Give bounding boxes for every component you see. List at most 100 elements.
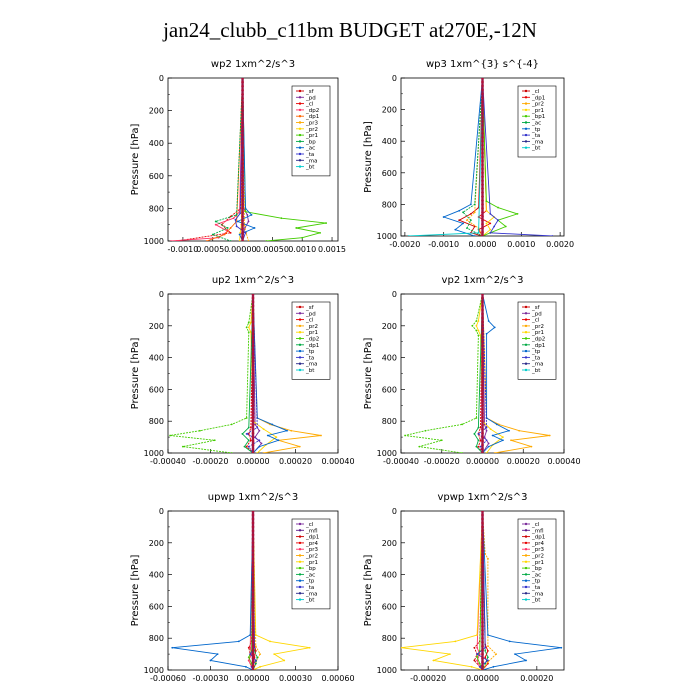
series-point [476, 634, 478, 636]
series-point [275, 436, 278, 438]
zero-profile-marker [481, 640, 484, 644]
series-point [469, 219, 472, 222]
legend-entry: _cl [305, 102, 314, 108]
x-tick-label: 0.00060 [321, 674, 354, 683]
zero-profile-marker [251, 652, 255, 656]
series-point [473, 433, 476, 435]
y-tick-label: 800 [149, 204, 164, 213]
zero-profile-marker [481, 100, 484, 103]
y-tick-label: 200 [382, 322, 397, 331]
series-point [273, 653, 276, 655]
zero-profile-marker [481, 116, 484, 119]
series-point [247, 220, 250, 223]
y-tick-label: 600 [382, 169, 397, 178]
series-line-tp [482, 511, 562, 670]
zero-profile-marker [251, 537, 255, 541]
legend-entry: _ta [531, 585, 540, 591]
series-point [487, 656, 489, 659]
series-point [245, 417, 248, 419]
series-point [181, 445, 184, 448]
series-point [198, 429, 201, 432]
series-point [258, 439, 261, 442]
zero-profile-marker [251, 668, 255, 670]
x-tick-label: -0.00020 [424, 457, 460, 466]
series-point [518, 429, 521, 432]
legend-entry: _ta [305, 152, 314, 158]
zero-profile-marker [481, 324, 484, 328]
series-point [485, 209, 488, 212]
series-point [508, 640, 511, 643]
zero-profile-marker [481, 644, 484, 648]
series-point [262, 452, 265, 453]
legend-marker [524, 312, 528, 315]
series-point [471, 324, 474, 327]
zero-profile-marker [251, 388, 255, 391]
series-point [514, 653, 516, 655]
series-line-ta [234, 78, 247, 241]
series-line-cl [477, 294, 483, 453]
legend-entry: _sf [531, 305, 541, 311]
series-point [466, 219, 468, 222]
legend-entry: _pr1 [531, 330, 544, 336]
zero-profile-marker [481, 104, 484, 107]
legend-entry: _ta [531, 355, 540, 361]
legend-marker [524, 108, 528, 112]
y-tick-label: 600 [149, 172, 164, 181]
zero-profile-marker [241, 182, 244, 186]
series-point [449, 653, 451, 655]
zero-profile-marker [251, 368, 255, 371]
zero-profile-marker [481, 447, 484, 451]
series-point [461, 423, 464, 426]
legend-entry: _dp1 [305, 535, 319, 541]
zero-profile-marker [481, 609, 484, 612]
zero-profile-marker [481, 203, 484, 206]
x-tick-label: 0.00050 [196, 245, 229, 254]
zero-profile-marker [481, 513, 484, 517]
panel-title: wp3 1xm^{3} s^{-4} [426, 59, 539, 70]
zero-profile-marker [481, 80, 484, 84]
series-line-pd [252, 294, 263, 453]
zero-profile-marker [241, 158, 244, 161]
zero-profile-marker [241, 84, 244, 88]
legend-entry: _pd [531, 311, 542, 317]
zero-profile-marker [251, 521, 255, 525]
legend-marker [524, 337, 528, 340]
legend-entry: _pr4 [531, 541, 545, 547]
zero-profile-marker [481, 517, 484, 521]
y-tick-label: 400 [382, 137, 397, 146]
panel-1: wp2 1xm^2/s^302004006008001000-0.00100.0… [130, 59, 346, 254]
zero-profile-marker [251, 640, 255, 644]
series-point [238, 240, 241, 241]
series-point [169, 434, 172, 437]
zero-profile-marker [251, 609, 255, 612]
zero-profile-marker [481, 613, 484, 616]
zero-profile-marker [481, 151, 484, 155]
zero-profile-marker [481, 155, 484, 159]
series-point [479, 445, 482, 448]
series-group [401, 511, 563, 670]
legend-marker [524, 305, 528, 309]
legend-entry: _ac [305, 146, 315, 152]
zero-profile-marker [241, 141, 244, 145]
series-point [489, 231, 492, 234]
series-point [253, 227, 256, 229]
legend-marker [298, 356, 302, 359]
series-point [516, 212, 519, 215]
series-point [254, 645, 257, 648]
series-group [404, 294, 551, 453]
zero-profile-marker [251, 549, 255, 553]
zero-profile-marker [251, 593, 255, 596]
series-point [477, 320, 480, 322]
series-point [243, 445, 246, 448]
legend: _cl_dp1_pr2_pr1_bp1_ac_tp_ta_ma_bt [517, 85, 557, 158]
zero-profile-marker [241, 150, 244, 153]
zero-profile-marker [481, 352, 484, 355]
series-point [432, 659, 435, 662]
series-point [277, 439, 280, 442]
series-point [249, 439, 252, 442]
legend-marker [524, 331, 528, 334]
legend-marker [524, 115, 528, 118]
legend-marker [298, 585, 302, 589]
series-point [259, 653, 261, 655]
legend-marker [524, 598, 528, 601]
